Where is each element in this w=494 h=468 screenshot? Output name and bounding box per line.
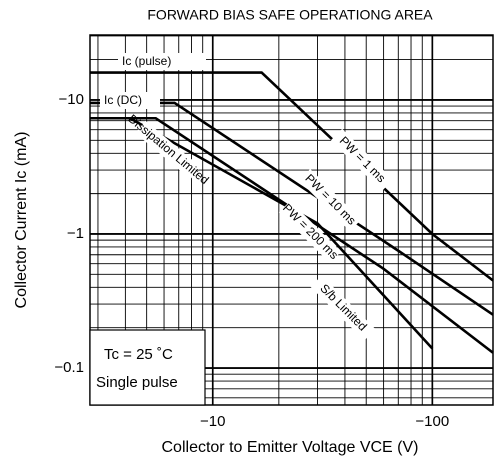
annotation: Tc = 25 ˚C [104, 346, 173, 363]
series-line [90, 116, 434, 350]
annotation: Ic (pulse) [122, 54, 171, 68]
y-tick-label: −0.1 [54, 359, 84, 376]
x-tick-label: −100 [415, 413, 449, 430]
x-tick-label: −10 [200, 413, 225, 430]
annotation: S/b Limited [317, 281, 369, 333]
x-axis-label: Collector to Emitter Voltage VCE (V) [162, 439, 419, 456]
label-bg [330, 128, 394, 192]
y-tick-label: −10 [59, 91, 84, 108]
label-bg [100, 92, 160, 109]
series-label: Dissipation Limited [125, 112, 211, 187]
label-bg [135, 120, 201, 180]
info-box [89, 329, 206, 406]
annotation: Ic (DC) [104, 93, 142, 107]
annotation: Single pulse [96, 374, 178, 391]
label-bg [310, 275, 376, 341]
label-bg [298, 168, 362, 232]
y-axis-label: Collector Current Ic (mA) [13, 132, 30, 309]
y-tick-label: −1 [67, 225, 84, 242]
label-bg [118, 53, 206, 70]
chart-title: FORWARD BIAS SAFE OPERATIONG AREA [147, 7, 433, 23]
plot-frame [89, 34, 494, 406]
label-bg [278, 200, 342, 264]
